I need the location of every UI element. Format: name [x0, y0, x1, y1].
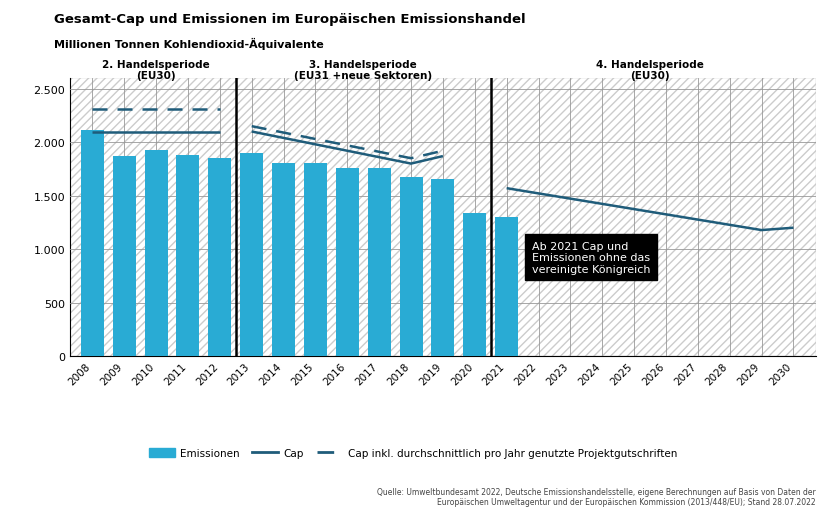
- Bar: [176, 156, 199, 356]
- Bar: [145, 150, 167, 356]
- Bar: [113, 157, 136, 356]
- Text: Ab 2021 Cap und
Emissionen ohne das
vereinigte Königreich: Ab 2021 Cap und Emissionen ohne das vere…: [532, 241, 651, 274]
- Text: Millionen Tonnen Kohlendioxid-Äquivalente: Millionen Tonnen Kohlendioxid-Äquivalent…: [54, 38, 323, 50]
- Bar: [432, 179, 454, 356]
- Bar: [208, 159, 232, 356]
- Text: Gesamt-Cap und Emissionen im Europäischen Emissionshandel: Gesamt-Cap und Emissionen im Europäische…: [54, 13, 525, 25]
- Bar: [81, 131, 104, 356]
- Bar: [241, 154, 263, 356]
- Legend: Emissionen, Cap, Cap inkl. durchschnittlich pro Jahr genutzte Projektgutschrifte: Emissionen, Cap, Cap inkl. durchschnittl…: [145, 443, 681, 462]
- Text: 2. Handelsperiode
(EU30): 2. Handelsperiode (EU30): [102, 60, 210, 81]
- Text: 3. Handelsperiode
(EU31 +neue Sektoren): 3. Handelsperiode (EU31 +neue Sektoren): [294, 60, 433, 81]
- Bar: [463, 213, 486, 356]
- Bar: [272, 163, 295, 356]
- Bar: [368, 168, 391, 356]
- Bar: [336, 168, 358, 356]
- Text: Quelle: Umweltbundesamt 2022, Deutsche Emissionshandelsstelle, eigene Berechnung: Quelle: Umweltbundesamt 2022, Deutsche E…: [377, 487, 816, 506]
- Bar: [400, 178, 423, 356]
- Text: 4. Handelsperiode
(EU30): 4. Handelsperiode (EU30): [596, 60, 704, 81]
- Bar: [495, 218, 518, 356]
- Bar: [304, 163, 327, 356]
